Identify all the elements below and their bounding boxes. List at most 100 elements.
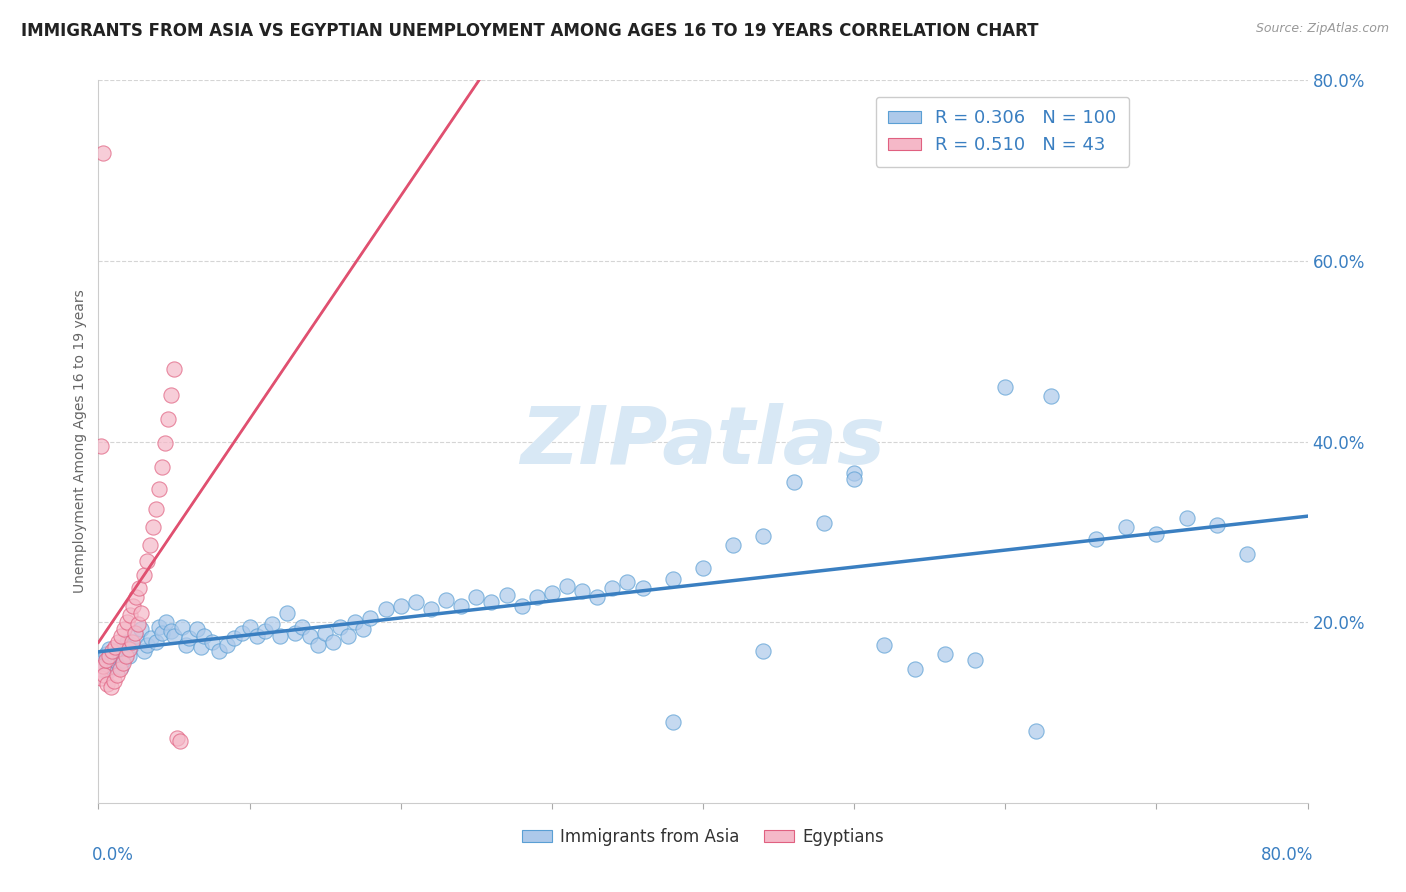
Point (135, 554, 157, 568)
Point (163, 629, 186, 643)
Point (90, 671, 112, 685)
Point (314, 626, 336, 640)
Point (481, 595, 503, 609)
Point (141, 632, 163, 646)
Point (148, 620, 170, 634)
Point (965, 653, 987, 667)
Point (104, 653, 127, 667)
Point (284, 626, 307, 640)
Text: Source: ZipAtlas.com: Source: ZipAtlas.com (1256, 22, 1389, 36)
Point (112, 623, 135, 637)
Point (336, 629, 359, 643)
Point (129, 606, 152, 620)
Point (160, 387, 183, 401)
Point (352, 623, 374, 637)
Point (616, 574, 638, 589)
Point (1144, 526, 1167, 541)
Point (434, 592, 457, 607)
Point (208, 644, 231, 658)
Point (374, 601, 396, 615)
Point (844, 466, 866, 480)
Point (276, 606, 298, 620)
Point (91, 658, 114, 673)
Point (510, 599, 533, 613)
Point (1085, 532, 1108, 546)
Point (555, 579, 578, 593)
Point (121, 635, 143, 649)
Point (179, 632, 201, 646)
Point (631, 581, 654, 595)
Point (299, 629, 322, 643)
Point (100, 680, 122, 694)
Point (103, 660, 125, 674)
Point (139, 538, 162, 552)
Point (360, 610, 382, 624)
Point (100, 656, 122, 670)
Point (125, 590, 148, 604)
Point (253, 624, 276, 639)
Point (91, 662, 114, 676)
Point (124, 626, 146, 640)
Point (90, 439, 112, 453)
Point (111, 656, 134, 670)
Text: IMMIGRANTS FROM ASIA VS EGYPTIAN UNEMPLOYMENT AMONG AGES 16 TO 19 YEARS CORRELAT: IMMIGRANTS FROM ASIA VS EGYPTIAN UNEMPLO… (21, 22, 1039, 40)
Point (155, 615, 177, 630)
Point (150, 626, 173, 640)
Point (813, 516, 835, 530)
Legend: Immigrants from Asia, Egyptians: Immigrants from Asia, Egyptians (515, 821, 891, 852)
Point (389, 599, 412, 613)
Point (291, 620, 314, 634)
Point (153, 436, 176, 450)
Point (174, 638, 197, 652)
Point (135, 638, 157, 652)
Point (1024, 723, 1046, 738)
Point (239, 620, 262, 634)
Point (91, 145, 114, 160)
Point (112, 640, 135, 655)
Point (602, 581, 624, 595)
Y-axis label: Unemployment Among Ages 16 to 19 years: Unemployment Among Ages 16 to 19 years (73, 290, 87, 593)
Point (1175, 511, 1198, 525)
Point (129, 623, 152, 637)
Point (96, 665, 118, 679)
Point (540, 586, 562, 600)
Point (586, 590, 609, 604)
Point (122, 599, 145, 613)
Point (107, 635, 129, 649)
Point (246, 629, 269, 643)
Point (166, 731, 188, 745)
Point (118, 642, 141, 657)
Point (142, 520, 165, 534)
Point (132, 644, 155, 658)
Point (904, 662, 927, 676)
Point (723, 538, 745, 552)
Point (114, 649, 136, 664)
Point (661, 572, 683, 586)
Point (450, 599, 472, 613)
Point (571, 583, 593, 598)
Point (90, 656, 112, 670)
Point (873, 638, 896, 652)
Point (94, 647, 117, 661)
Point (215, 638, 238, 652)
Point (190, 640, 212, 655)
Point (224, 632, 246, 646)
Point (1236, 548, 1258, 562)
Point (307, 638, 329, 652)
Point (145, 635, 167, 649)
Point (111, 653, 134, 667)
Point (994, 380, 1017, 394)
Point (148, 482, 170, 496)
Point (105, 667, 128, 681)
Point (101, 649, 124, 664)
Point (692, 561, 714, 575)
Point (170, 620, 193, 634)
Point (98, 649, 121, 664)
Point (128, 581, 150, 595)
Point (344, 615, 367, 630)
Point (115, 615, 138, 630)
Point (465, 590, 488, 604)
Point (186, 623, 208, 637)
Point (844, 473, 866, 487)
Point (1206, 517, 1229, 532)
